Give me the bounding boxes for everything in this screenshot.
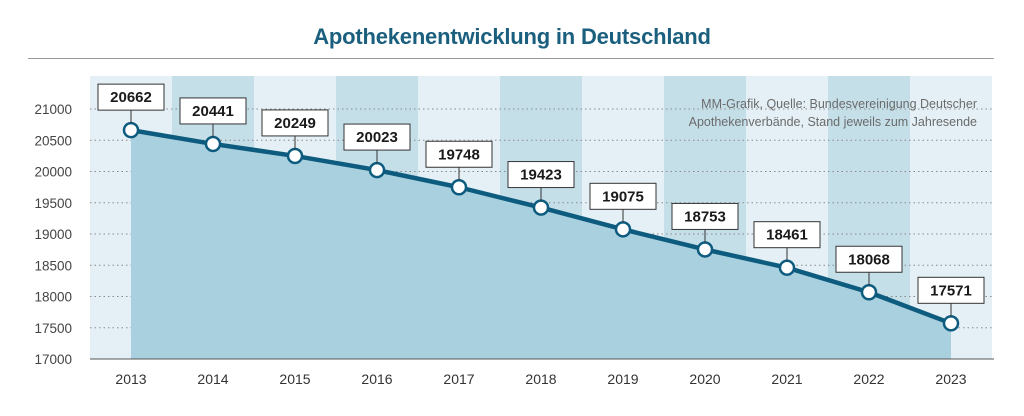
x-tick-label: 2015 [279,371,310,387]
data-label: 20662 [110,89,152,106]
data-labels: 20662 20441 20249 20023 19748 19423 19075 18753… [97,83,985,317]
x-tick-label: 2019 [607,371,638,387]
data-point-2013 [122,121,140,139]
x-tick-label: 2017 [443,371,474,387]
data-label: 18068 [848,251,890,268]
data-label: 20249 [274,115,316,132]
data-label: 20441 [192,103,234,120]
x-tick-label: 2013 [115,371,146,387]
source-note-line2: Apothekenverbände, Stand jeweils zum Jah… [689,115,977,129]
data-label-box [261,109,329,137]
data-label: 18753 [684,208,726,225]
data-point-2018 [532,199,550,216]
data-point-2021 [778,259,796,276]
data-point-2020 [696,241,714,258]
y-tick-label: 21000 [34,102,72,117]
x-tick-label: 2016 [361,371,392,387]
data-label-box [917,276,985,304]
data-label: 20023 [356,129,398,146]
data-label: 19423 [520,167,562,184]
x-tick-label: 2020 [689,371,720,387]
data-point-2017 [450,179,468,196]
data-label-box [179,97,247,125]
area-fill [131,130,951,359]
x-tick-label: 2021 [771,371,802,387]
data-label-box [97,83,165,111]
chart-title: Apothekenentwicklung in Deutschland [313,24,711,49]
y-tick-label: 17500 [34,321,72,336]
data-label-box [753,221,821,249]
data-label: 18461 [766,227,808,244]
x-tick-label: 2014 [197,371,228,387]
y-axis: 17000 17500 18000 18500 19000 19500 20000 20500… [34,102,72,367]
x-tick-label: 2018 [525,371,556,387]
y-tick-label: 18500 [34,258,72,273]
title-divider [28,58,994,59]
source-note-line1: MM-Grafik, Quelle: Bundesvereinigung Deu… [701,97,977,111]
data-point-2022 [860,284,878,301]
x-tick-label: 2023 [935,371,966,387]
data-label-box [835,245,903,273]
data-point-2023 [942,315,960,332]
y-tick-label: 19000 [34,227,72,242]
data-point-2019 [614,221,632,238]
data-label: 19075 [602,188,644,205]
x-tick-label: 2022 [853,371,884,387]
y-tick-label: 17000 [34,352,72,367]
y-tick-label: 20000 [34,165,72,180]
data-label: 17571 [930,282,972,299]
data-label-box [671,202,739,230]
data-label-box [425,140,493,168]
x-axis: 2013 2014 2015 2016 2017 2018 2019 2020 2021 2022… [90,358,994,387]
data-point-2014 [204,135,222,153]
y-tick-label: 19500 [34,196,72,211]
data-label-box [589,182,657,210]
y-tick-label: 18000 [34,290,72,305]
data-point-2016 [368,161,386,179]
y-tick-label: 20500 [34,133,72,148]
data-label: 19748 [438,146,480,163]
data-label-box [343,123,411,151]
data-label-box [507,161,575,189]
data-point-2015 [286,147,304,165]
